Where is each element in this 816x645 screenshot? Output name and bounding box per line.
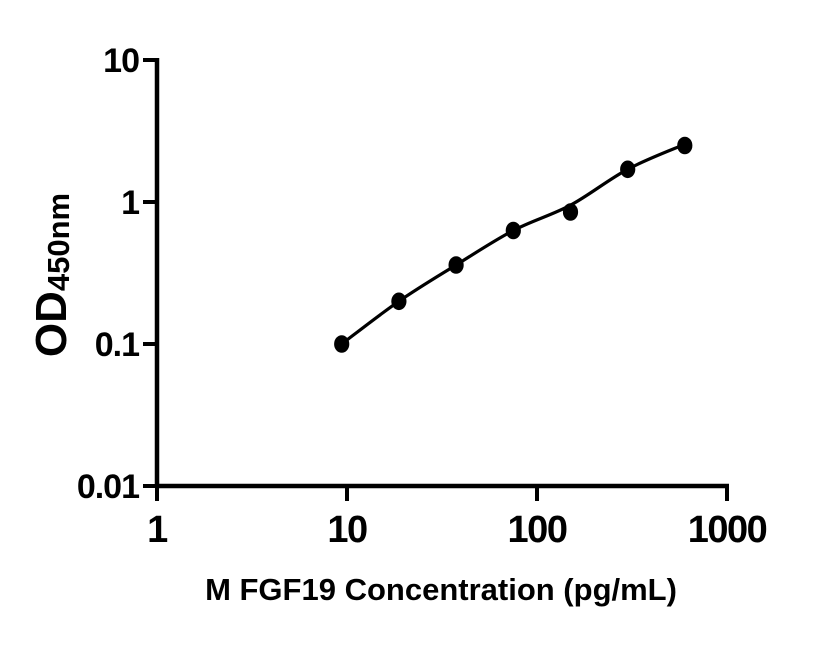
data-point — [620, 160, 636, 179]
y-tick-label: 10 — [103, 42, 139, 80]
x-tick-label: 100 — [508, 509, 567, 551]
x-axis-title: M FGF19 Concentration (pg/mL) — [205, 572, 677, 607]
data-series-layer — [334, 136, 693, 353]
axes-layer — [154, 58, 729, 489]
data-point — [391, 292, 407, 311]
y-tick-label: 1 — [121, 184, 139, 222]
y-axis-title-main: OD — [27, 291, 76, 357]
x-tick-label: 1000 — [688, 509, 767, 551]
x-tick-label: 1 — [147, 509, 168, 551]
data-point — [677, 136, 693, 155]
y-tick-label: 0.1 — [95, 326, 139, 364]
y-tick-label: 0.01 — [77, 468, 139, 506]
y-axis-title-subscript: 450nm — [41, 193, 76, 291]
data-point — [334, 335, 350, 353]
data-point — [562, 203, 579, 221]
x-tick-label: 10 — [327, 509, 367, 551]
data-point — [448, 256, 464, 274]
data-point — [505, 221, 521, 240]
y-axis-title: OD450nm — [27, 193, 76, 357]
